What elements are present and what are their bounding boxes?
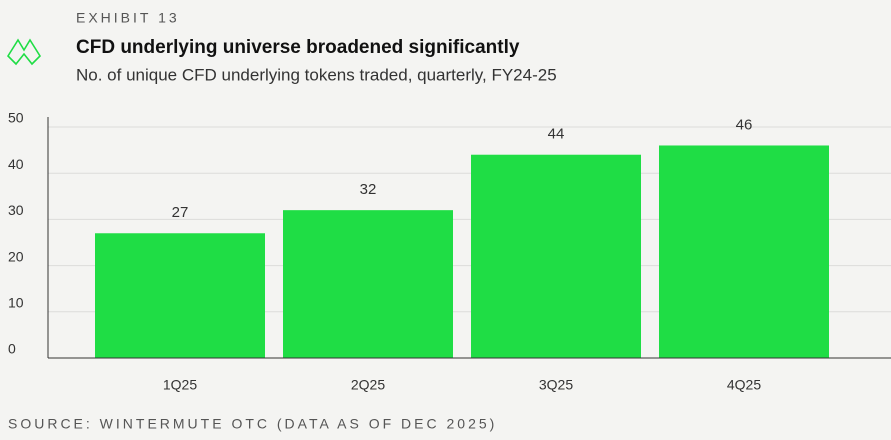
value-label: 32 bbox=[360, 181, 377, 198]
bar bbox=[283, 210, 453, 358]
y-tick-label: 40 bbox=[8, 156, 24, 172]
bar bbox=[471, 154, 641, 358]
source-note: SOURCE: WINTERMUTE OTC (DATA AS OF DEC 2… bbox=[8, 416, 497, 432]
y-tick-label: 50 bbox=[8, 110, 24, 126]
x-tick-label: 1Q25 bbox=[163, 377, 197, 393]
bar bbox=[95, 233, 265, 358]
y-tick-label: 30 bbox=[8, 202, 24, 218]
y-tick-label: 0 bbox=[8, 341, 16, 357]
value-label: 46 bbox=[736, 116, 753, 133]
value-label: 44 bbox=[548, 126, 565, 143]
logo bbox=[6, 38, 42, 66]
x-tick-label: 4Q25 bbox=[727, 377, 761, 393]
chart-subtitle: No. of unique CFD underlying tokens trad… bbox=[76, 65, 557, 84]
x-tick-label: 2Q25 bbox=[351, 377, 385, 393]
chart-title: CFD underlying universe broadened signif… bbox=[76, 37, 520, 58]
bar bbox=[659, 145, 829, 358]
exhibit-label: EXHIBIT 13 bbox=[76, 10, 180, 26]
y-tick-label: 20 bbox=[8, 248, 24, 264]
y-tick-label: 10 bbox=[8, 295, 24, 311]
value-label: 27 bbox=[172, 204, 189, 221]
x-tick-label: 3Q25 bbox=[539, 377, 573, 393]
